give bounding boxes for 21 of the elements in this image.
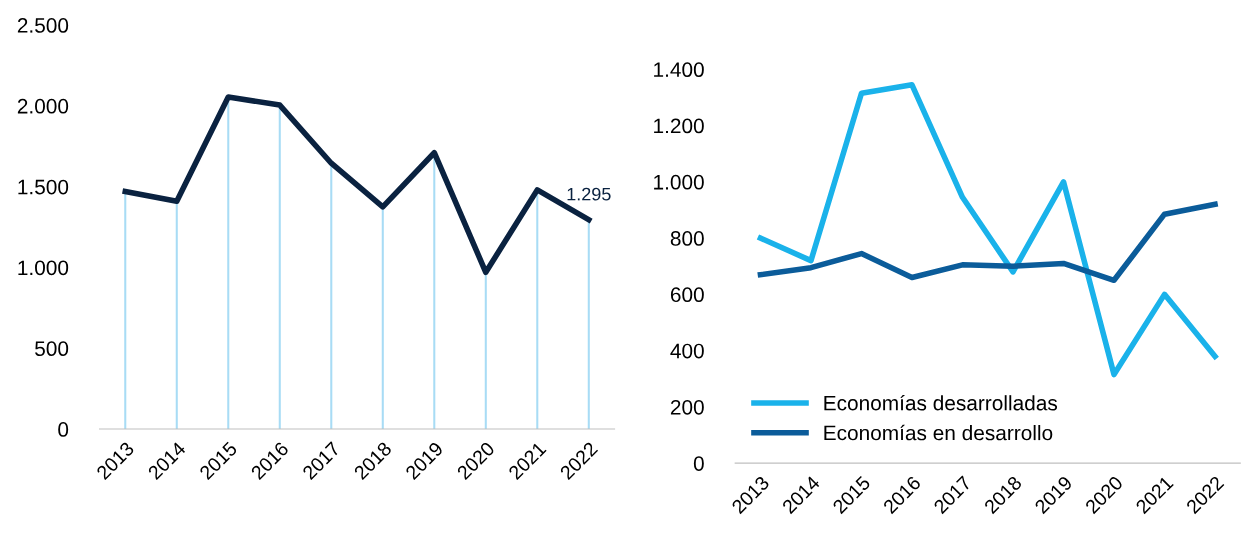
- y-tick-label: 0: [58, 422, 69, 437]
- y-tick-label: 600: [670, 287, 704, 303]
- legend-label: Economías en desarrollo: [824, 424, 1053, 441]
- bar: [484, 272, 487, 430]
- y-tick-label: 2.000: [17, 98, 69, 114]
- y-tick-label: 1.000: [18, 260, 69, 276]
- y-tick-label: 800: [670, 231, 704, 246]
- legend-label: Economías desarrolladas: [824, 394, 1058, 411]
- y-tick-label: 2.500: [17, 18, 69, 33]
- data-label: 1.295: [567, 187, 611, 201]
- bar: [330, 163, 333, 430]
- y-tick-label: 1.500: [18, 179, 69, 195]
- y-tick-label: 500: [35, 341, 69, 357]
- y-tick-label: 1.200: [654, 118, 704, 134]
- bar: [124, 191, 127, 430]
- y-tick-label: 200: [670, 399, 704, 415]
- bar: [175, 201, 178, 430]
- y-tick-label: 400: [670, 343, 704, 359]
- y-tick-label: 0: [693, 456, 704, 471]
- y-tick-label: 1.400: [654, 62, 704, 78]
- y-tick-label: 1.000: [654, 174, 704, 190]
